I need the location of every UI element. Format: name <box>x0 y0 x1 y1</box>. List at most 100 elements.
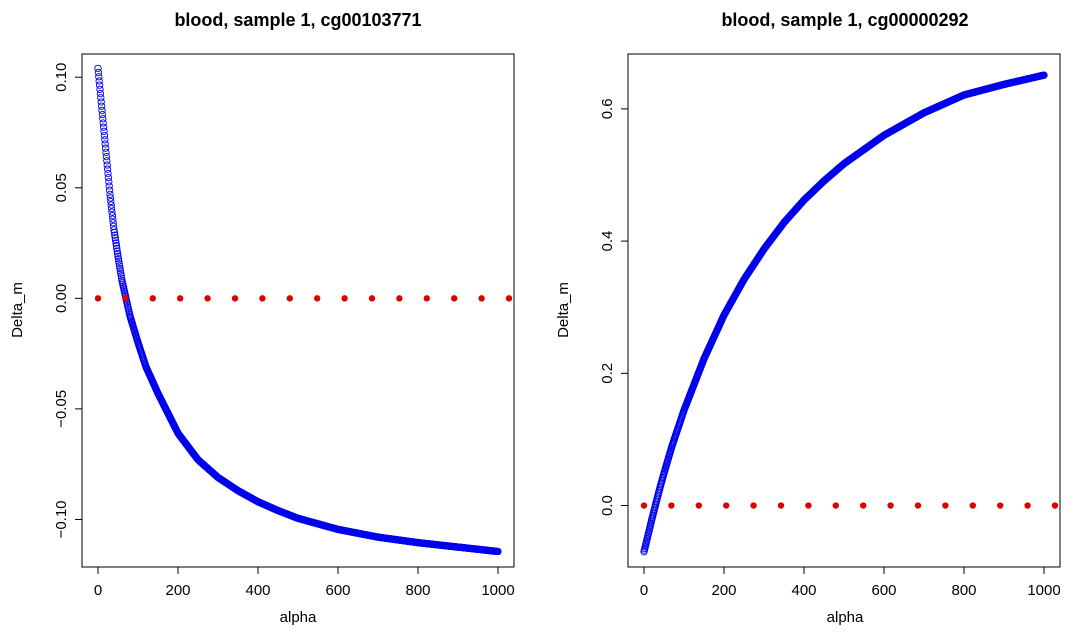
x-tick-label: 400 <box>791 582 816 599</box>
curve-point <box>94 64 102 73</box>
reference-point <box>286 295 293 302</box>
curve-point <box>97 94 105 102</box>
reference-point <box>723 502 730 509</box>
reference-point <box>668 502 675 509</box>
x-tick-label: 800 <box>951 582 976 599</box>
y-axis-label-left: Delta_m <box>9 282 26 338</box>
plot-area-right <box>640 71 1059 556</box>
plot-frame-left <box>81 53 515 568</box>
reference-point <box>149 295 156 302</box>
reference-point <box>695 502 702 509</box>
plot-area-left <box>94 64 513 556</box>
y-tick-label: 0.0 <box>599 495 616 516</box>
y-tick-label: 0.10 <box>53 63 70 92</box>
reference-point <box>1024 502 1031 509</box>
curve-point <box>111 231 119 239</box>
y-axis-label-right: Delta_m <box>555 282 572 338</box>
reference-point <box>750 502 757 509</box>
curve-point <box>115 257 123 265</box>
y-axis-left: −0.10 −0.05 0.00 0.05 0.10 <box>53 63 82 538</box>
curve-point <box>99 123 108 131</box>
curve-point <box>114 255 123 263</box>
curve-point <box>99 119 107 127</box>
curve-point <box>105 178 113 186</box>
x-tick-label: 800 <box>405 582 430 599</box>
x-axis-left: 0 200 400 600 800 1000 <box>94 567 515 599</box>
reference-point <box>94 295 102 302</box>
reference-point <box>341 295 348 302</box>
chart-title-right: blood, sample 1, cg00000292 <box>721 10 968 30</box>
x-tick-label: 1000 <box>481 582 514 599</box>
reference-point <box>314 295 321 302</box>
curve-point <box>113 247 121 255</box>
curve-point <box>107 201 115 209</box>
curve-point <box>494 547 502 556</box>
curve-point <box>116 264 124 273</box>
reference-point <box>805 502 812 509</box>
reference-point <box>505 295 513 302</box>
reference-point <box>231 295 239 302</box>
reference-point <box>259 295 266 302</box>
curve-point <box>1040 71 1048 79</box>
curve-point <box>95 81 104 89</box>
x-tick-label: 400 <box>245 582 270 599</box>
reference-point <box>423 295 430 302</box>
y-tick-label: 0.2 <box>599 363 616 384</box>
x-axis-label-right: alpha <box>827 609 864 626</box>
curve-point <box>98 106 106 115</box>
curve-point <box>108 211 117 220</box>
curve-point <box>95 73 103 81</box>
x-tick-label: 1000 <box>1027 582 1060 599</box>
reference-point <box>368 295 376 302</box>
reference-point <box>122 295 129 302</box>
x-tick-label: 200 <box>165 582 190 599</box>
curve-point <box>105 186 114 194</box>
curve-point <box>104 173 113 182</box>
curve-point <box>96 89 105 98</box>
curve-point <box>98 110 107 119</box>
y-tick-label: 0.05 <box>53 173 70 202</box>
x-tick-label: 600 <box>325 582 350 599</box>
curve-point <box>97 102 106 110</box>
y-tick-label: 0.4 <box>599 231 616 252</box>
reference-point <box>177 295 184 302</box>
curve-point <box>104 169 112 178</box>
curve-point <box>113 244 121 253</box>
curve-point <box>109 215 117 223</box>
curve-point <box>113 250 122 258</box>
curve-point <box>99 115 107 123</box>
panel-left: blood, sample 1, cg00103771 alpha Delta_… <box>9 10 515 626</box>
x-tick-label: 0 <box>94 582 102 599</box>
curve-point <box>108 208 116 216</box>
x-axis-label-left: alpha <box>280 609 317 626</box>
curve-point <box>107 197 115 206</box>
reference-point <box>451 295 458 302</box>
reference-point <box>204 295 211 302</box>
reference-point <box>969 502 976 509</box>
curve-point <box>109 219 117 227</box>
curve-point <box>96 85 104 94</box>
reference-point <box>1051 502 1059 509</box>
curve-point <box>100 127 108 136</box>
curve-point <box>103 165 112 173</box>
curve-point <box>105 182 113 190</box>
curve-point <box>115 259 123 268</box>
reference-point <box>860 502 867 509</box>
curve-point <box>116 267 125 275</box>
curve-point <box>114 252 122 260</box>
reference-point <box>942 502 949 509</box>
plot-frame-right <box>627 53 1061 568</box>
curve-point <box>110 226 118 234</box>
curve-point <box>102 148 110 157</box>
panel-right: blood, sample 1, cg00000292 alpha Delta_… <box>555 10 1061 626</box>
curve-point <box>112 239 120 247</box>
y-tick-label: 0.00 <box>53 284 70 313</box>
curve-point <box>106 190 114 199</box>
reference-point <box>832 502 839 509</box>
reference-point <box>640 502 648 509</box>
reference-point <box>777 502 785 509</box>
chart-title-left: blood, sample 1, cg00103771 <box>174 10 421 30</box>
y-tick-label: 0.6 <box>599 98 616 119</box>
curve-point <box>111 234 119 242</box>
curve-point <box>103 161 111 169</box>
